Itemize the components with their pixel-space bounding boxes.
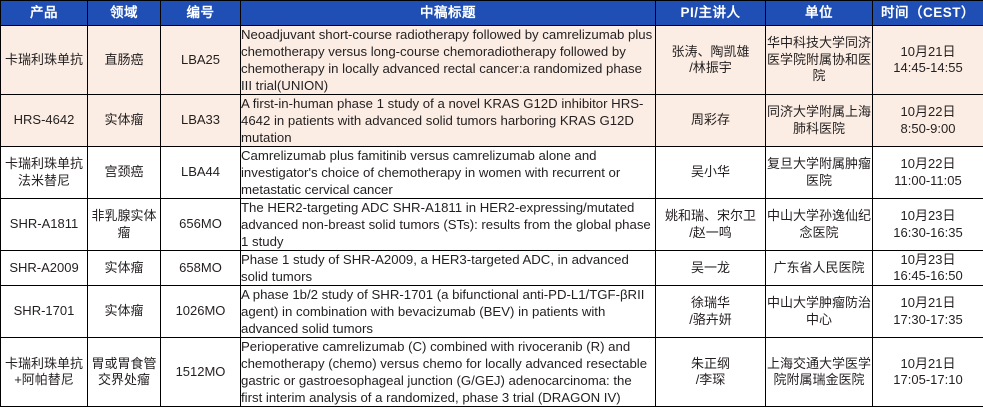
cell-product: SHR-A2009 xyxy=(0,250,88,286)
cell-organization: 复旦大学附属肿瘤医院 xyxy=(765,146,873,199)
cell-organization: 中山大学肿瘤防治中心 xyxy=(765,285,873,338)
column-header-number: 编号 xyxy=(160,0,241,26)
cell-time: 10月22日 11:00-11:05 xyxy=(872,146,983,199)
cell-product: 卡瑞利珠单抗 +阿帕替尼 xyxy=(0,337,88,407)
table-row: HRS-4642 实体瘤 LBA33 A first-in-human phas… xyxy=(0,94,983,147)
column-header-title: 中稿标题 xyxy=(240,0,656,26)
column-header-time: 时间（CEST） xyxy=(872,0,983,26)
cell-number: 658MO xyxy=(160,250,241,286)
table-row: 卡瑞利珠单抗 法米替尼 宫颈癌 LBA44 Camrelizumab plus … xyxy=(0,146,983,199)
cell-pi: 朱正纲 /李琛 xyxy=(655,337,766,407)
cell-time: 10月23日 16:30-16:35 xyxy=(872,198,983,251)
cell-organization: 广东省人民医院 xyxy=(765,250,873,286)
cell-product: 卡瑞利珠单抗 xyxy=(0,25,88,95)
cell-organization: 上海交通大学医学院附属瑞金医院 xyxy=(765,337,873,407)
cell-number: 656MO xyxy=(160,198,241,251)
cell-field: 非乳腺实体瘤 xyxy=(87,198,161,251)
column-header-organization: 单位 xyxy=(765,0,873,26)
cell-time: 10月21日 14:45-14:55 xyxy=(872,25,983,95)
cell-product: SHR-1701 xyxy=(0,285,88,338)
cell-time: 10月21日 17:30-17:35 xyxy=(872,285,983,338)
cell-title: A phase 1b/2 study of SHR-1701 (a bifunc… xyxy=(240,285,656,338)
table-body: 卡瑞利珠单抗 直肠癌 LBA25 Neoadjuvant short-cours… xyxy=(0,25,983,407)
cell-title: The HER2-targeting ADC SHR-A1811 in HER2… xyxy=(240,198,656,251)
cell-pi: 徐瑞华 /骆卉妍 xyxy=(655,285,766,338)
cell-title: Phase 1 study of SHR-A2009, a HER3-targe… xyxy=(240,250,656,286)
cell-product: HRS-4642 xyxy=(0,94,88,147)
cell-title: Perioperative camrelizumab (C) combined … xyxy=(240,337,656,407)
table-row: SHR-A1811 非乳腺实体瘤 656MO The HER2-targetin… xyxy=(0,198,983,251)
column-header-product: 产品 xyxy=(0,0,88,26)
cell-pi: 吴小华 xyxy=(655,146,766,199)
header-row: 产品 领域 编号 中稿标题 PI/主讲人 单位 时间（CEST） xyxy=(0,0,983,26)
cell-pi: 周彩存 xyxy=(655,94,766,147)
cell-title: Neoadjuvant short-course radiotherapy fo… xyxy=(240,25,656,95)
cell-field: 胃或胃食管交界处瘤 xyxy=(87,337,161,407)
cell-number: 1026MO xyxy=(160,285,241,338)
cell-field: 直肠癌 xyxy=(87,25,161,95)
cell-organization: 中山大学孙逸仙纪念医院 xyxy=(765,198,873,251)
cell-pi: 姚和瑞、宋尔卫 /赵一鸣 xyxy=(655,198,766,251)
table-header: 产品 领域 编号 中稿标题 PI/主讲人 单位 时间（CEST） xyxy=(0,0,983,26)
cell-field: 宫颈癌 xyxy=(87,146,161,199)
cell-number: 1512MO xyxy=(160,337,241,407)
cell-number: LBA33 xyxy=(160,94,241,147)
cell-pi: 张涛、陶凯雄 /林振宇 xyxy=(655,25,766,95)
table-row: 卡瑞利珠单抗 直肠癌 LBA25 Neoadjuvant short-cours… xyxy=(0,25,983,95)
column-header-field: 领域 xyxy=(87,0,161,26)
cell-field: 实体瘤 xyxy=(87,94,161,147)
cell-number: LBA25 xyxy=(160,25,241,95)
cell-product: SHR-A1811 xyxy=(0,198,88,251)
cell-field: 实体瘤 xyxy=(87,250,161,286)
cell-pi: 吴一龙 xyxy=(655,250,766,286)
table-row: SHR-1701 实体瘤 1026MO A phase 1b/2 study o… xyxy=(0,285,983,338)
cell-product: 卡瑞利珠单抗 法米替尼 xyxy=(0,146,88,199)
cell-organization: 同济大学附属上海肺科医院 xyxy=(765,94,873,147)
cell-time: 10月21日 17:05-17:10 xyxy=(872,337,983,407)
cell-field: 实体瘤 xyxy=(87,285,161,338)
cell-time: 10月23日 16:45-16:50 xyxy=(872,250,983,286)
table-row: 卡瑞利珠单抗 +阿帕替尼 胃或胃食管交界处瘤 1512MO Perioperat… xyxy=(0,337,983,407)
table-row: SHR-A2009 实体瘤 658MO Phase 1 study of SHR… xyxy=(0,250,983,286)
cell-time: 10月22日 8:50-9:00 xyxy=(872,94,983,147)
cell-organization: 华中科技大学同济医学院附属协和医院 xyxy=(765,25,873,95)
cell-title: Camrelizumab plus famitinib versus camre… xyxy=(240,146,656,199)
cell-number: LBA44 xyxy=(160,146,241,199)
cell-title: A first-in-human phase 1 study of a nove… xyxy=(240,94,656,147)
column-header-pi: PI/主讲人 xyxy=(655,0,766,26)
